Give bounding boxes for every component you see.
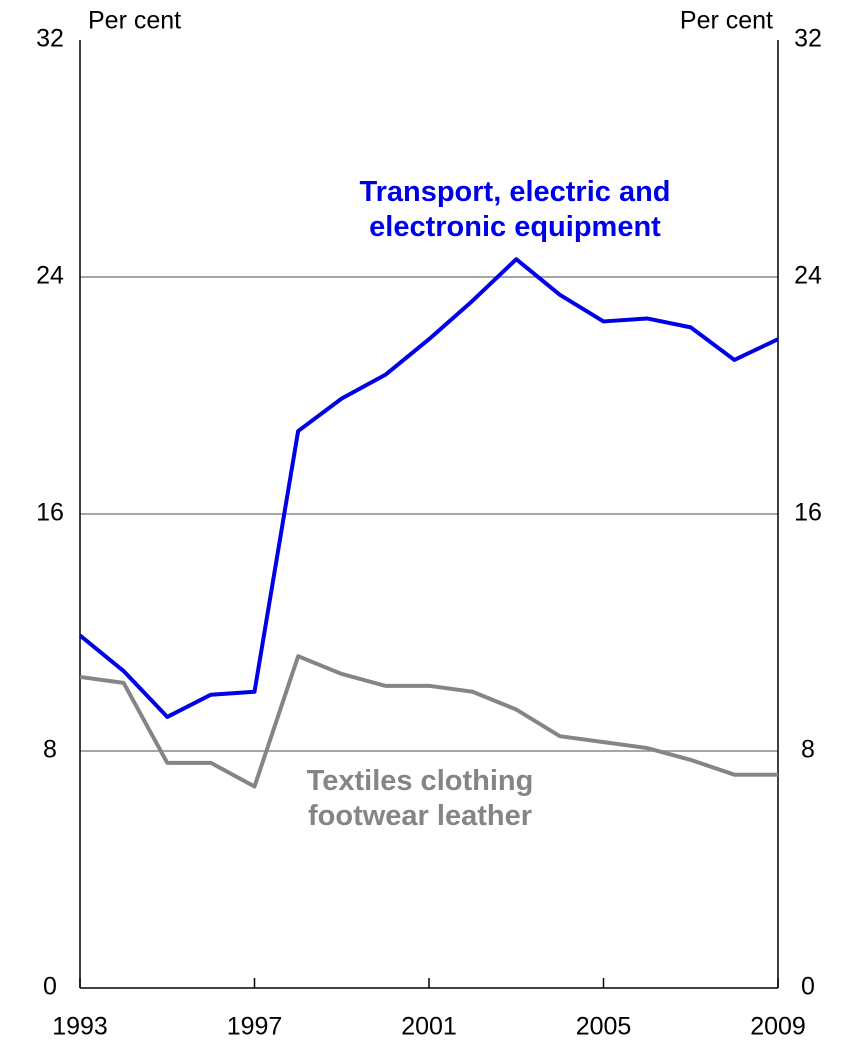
- y2-axis-label: Per cent: [680, 7, 773, 35]
- y-tick-label: 24: [36, 262, 64, 290]
- series-label: Transport, electric and electronic equip…: [359, 176, 671, 243]
- y2-tick-label: 24: [794, 262, 822, 290]
- y-tick-label: 32: [36, 25, 64, 53]
- x-tick-label: 2001: [401, 1013, 457, 1041]
- y2-tick-label: 16: [794, 499, 822, 527]
- series-label: Textiles clothing footwear leather: [306, 765, 534, 832]
- x-tick-label: 2009: [750, 1013, 806, 1041]
- series-line: [78, 257, 779, 719]
- y-axis-label: Per cent: [88, 7, 181, 35]
- y2-tick-label: 32: [794, 25, 822, 53]
- y-tick-label: 0: [43, 973, 57, 1001]
- y-tick-label: 8: [43, 736, 57, 764]
- y2-tick-label: 0: [801, 973, 815, 1001]
- x-tick-label: 2005: [576, 1013, 632, 1041]
- y-tick-label: 16: [36, 499, 64, 527]
- x-tick-label: 1993: [52, 1013, 108, 1041]
- series-line: [79, 654, 778, 789]
- y2-tick-label: 8: [801, 736, 815, 764]
- x-tick-label: 1997: [227, 1013, 283, 1041]
